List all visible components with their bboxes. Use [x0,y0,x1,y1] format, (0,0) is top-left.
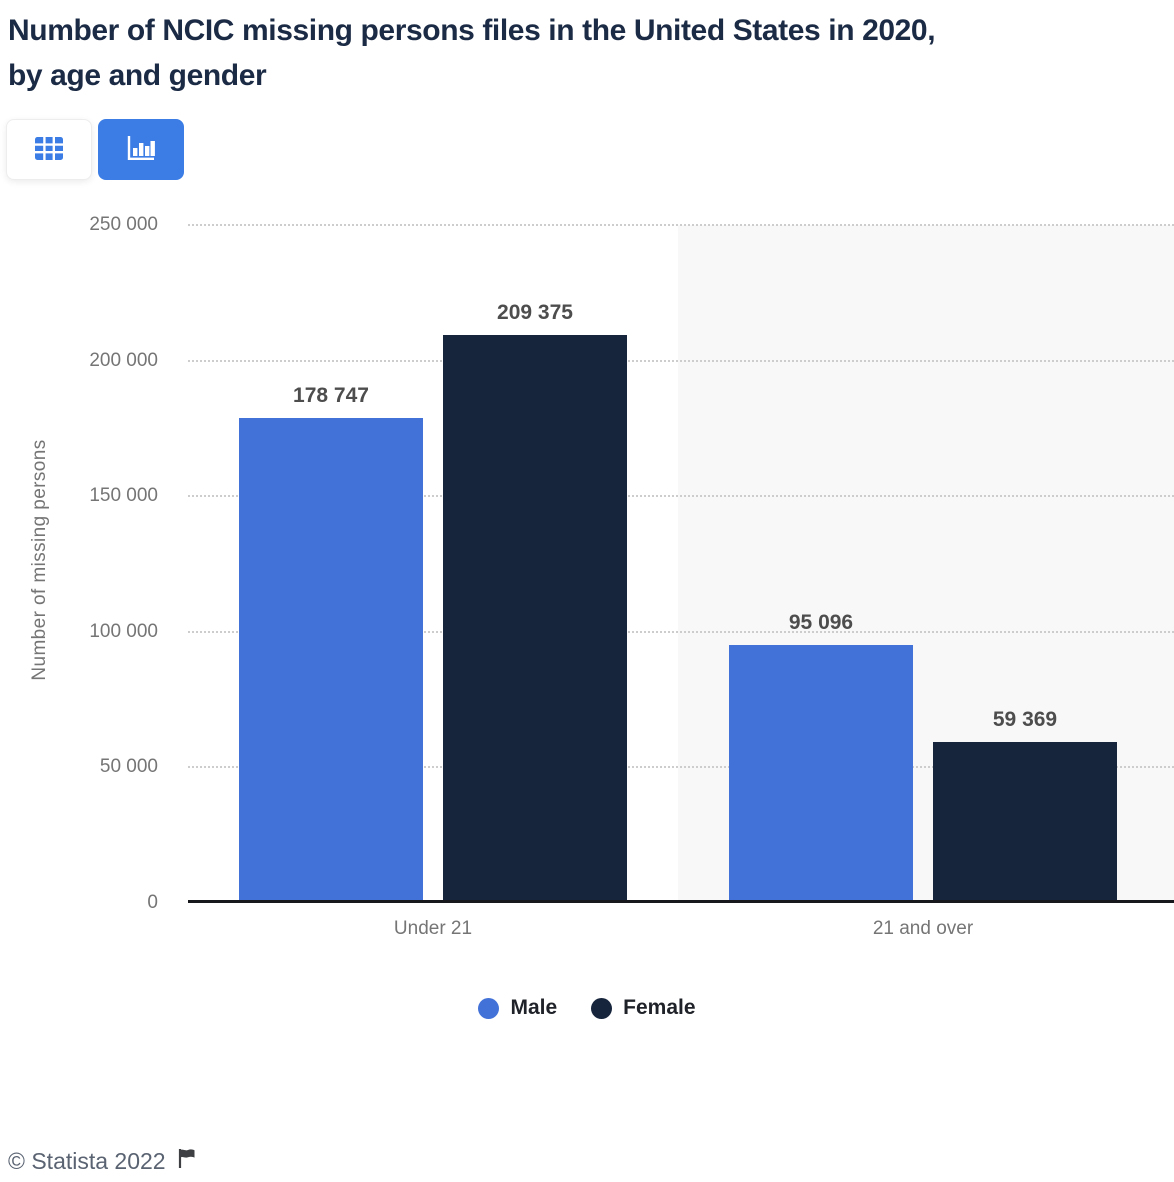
legend-item-male[interactable]: Male [478,996,557,1020]
y-tick-label: 150 000 [89,485,158,507]
bar-chart-icon [126,134,156,165]
bar-value-label: 59 369 [992,707,1058,731]
bar-female-21-and-over[interactable] [933,741,1117,903]
table-grid-icon [35,136,63,163]
chart-view-button[interactable] [98,119,184,180]
page-title-line-1: Number of NCIC missing persons files in … [8,14,936,47]
page-title-line-2: by age and gender [8,59,267,92]
legend-swatch-female [591,997,613,1019]
legend-swatch-male [478,997,500,1019]
y-tick-label: 100 000 [89,620,158,642]
bar-value-label: 209 375 [497,301,573,325]
bar-female-under-21[interactable] [443,335,627,903]
bar-value-label: 178 747 [293,384,369,408]
bar-male-21-and-over[interactable] [729,645,913,903]
legend-label: Female [623,996,696,1019]
y-tick-label: 50 000 [99,756,158,778]
x-axis-line [188,900,1174,903]
legend: Male Female [0,996,1174,1020]
footer: © Statista 2022 [8,1146,199,1176]
page-title: Number of NCIC missing persons files in … [8,8,1158,98]
gridline [188,495,1174,498]
gridline [188,224,1174,226]
y-tick-label: 0 [147,892,158,913]
gridline [188,766,1174,769]
chart-area: Number of missing persons 0 50 000 100 000… [29,214,1174,939]
legend-item-female[interactable]: Female [591,996,696,1020]
bar-value-label: 95 096 [788,611,854,635]
x-category-label: 21 and over [872,918,974,939]
y-tick-label: 250 000 [89,214,158,235]
flag-icon [175,1146,199,1176]
y-tick-label: 200 000 [89,349,158,371]
table-view-button[interactable] [6,119,92,180]
gridline [188,630,1174,633]
gridline [188,359,1174,362]
legend-label: Male [510,996,558,1019]
x-category-label: Under 21 [393,918,473,939]
bar-male-under-21[interactable] [239,418,423,903]
copyright-text: © Statista 2022 [8,1147,166,1174]
